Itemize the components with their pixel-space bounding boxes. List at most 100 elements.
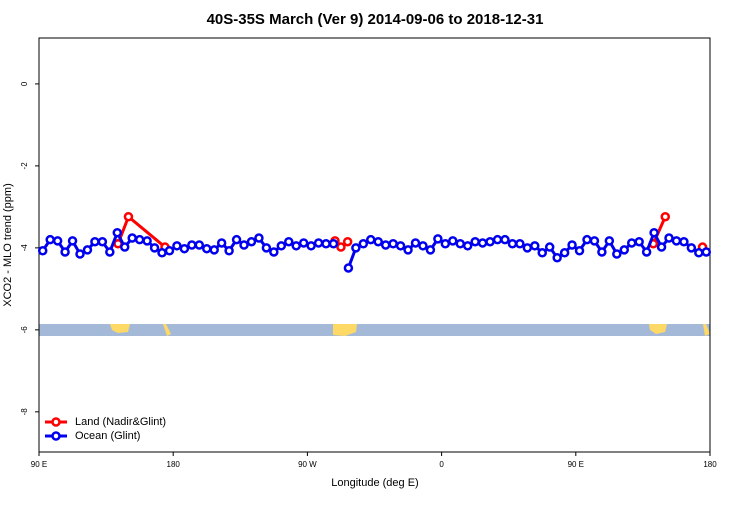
data-point: [395, 241, 406, 251]
data-point: [477, 238, 488, 248]
data-point: [425, 245, 436, 255]
land-patch: [163, 324, 171, 336]
data-point: [306, 241, 316, 251]
x-tick-label: 180: [703, 460, 717, 469]
data-point: [597, 247, 607, 257]
legend: Land (Nadir&Glint) Ocean (Glint): [45, 416, 166, 442]
data-point: [97, 236, 108, 247]
data-point: [313, 238, 324, 248]
x-tick-label: 90 E: [31, 460, 47, 469]
data-point: [507, 239, 518, 249]
data-point: [544, 242, 555, 252]
data-point: [388, 239, 398, 249]
data-point: [701, 247, 712, 257]
data-point: [284, 236, 294, 247]
y-tick-label: -4: [20, 244, 29, 252]
data-point: [671, 236, 682, 246]
legend-label: Ocean (Glint): [75, 430, 140, 442]
data-point: [343, 263, 354, 273]
data-point: [634, 236, 644, 247]
plot-frame: [38, 37, 711, 453]
data-point: [559, 248, 570, 258]
land-patch: [110, 324, 130, 333]
data-point: [612, 249, 622, 259]
data-point: [75, 249, 85, 259]
data-point: [246, 236, 257, 247]
data-point: [179, 243, 190, 254]
data-point: [522, 243, 533, 253]
data-point: [679, 236, 689, 247]
data-point: [342, 236, 353, 247]
data-point: [660, 211, 671, 222]
data-point: [462, 241, 473, 251]
data-point: [537, 248, 547, 258]
data-point: [187, 240, 197, 250]
data-point: [45, 234, 55, 245]
data-point: [202, 243, 212, 254]
ocean-strip: [39, 324, 710, 336]
data-point: [239, 240, 249, 250]
data-point: [604, 236, 615, 246]
data-point: [380, 240, 391, 250]
data-point: [403, 245, 413, 255]
data-point: [127, 233, 137, 243]
data-point: [291, 241, 301, 251]
data-point: [52, 236, 63, 246]
data-point: [351, 243, 361, 253]
data-point: [67, 236, 78, 246]
data-point: [492, 234, 503, 245]
x-tick-label: 90 E: [568, 460, 584, 469]
y-tick-label: -6: [20, 326, 29, 334]
data-point: [123, 211, 134, 222]
data-point: [37, 245, 48, 256]
data-point: [664, 233, 674, 243]
y-tick-label: -2: [20, 162, 29, 170]
data-point: [82, 245, 93, 255]
data-point: [589, 236, 600, 246]
data-point: [142, 236, 152, 246]
data-point: [619, 245, 630, 255]
data-point: [649, 227, 659, 238]
data-point: [641, 247, 652, 257]
data-point: [119, 242, 130, 252]
data-point: [164, 245, 175, 256]
data-point: [373, 236, 383, 247]
data-point: [276, 241, 287, 251]
data-point: [358, 239, 369, 249]
data-point: [410, 238, 421, 248]
data-point: [552, 252, 562, 263]
data-point: [321, 239, 331, 249]
data-point: [261, 243, 272, 253]
data-point: [194, 240, 205, 250]
data-point: [366, 234, 376, 245]
data-point: [336, 242, 346, 252]
data-point: [216, 238, 227, 248]
data-point: [269, 247, 279, 257]
data-point: [418, 241, 428, 251]
x-tick-label: 0: [439, 460, 444, 469]
x-tick-label: 90 W: [298, 460, 317, 469]
data-point: [656, 242, 667, 252]
data-point: [626, 238, 637, 248]
data-point: [298, 238, 309, 248]
legend-marker: [51, 417, 61, 427]
data-point: [455, 239, 465, 249]
data-point: [470, 236, 480, 247]
map-strip: [39, 324, 710, 336]
data-point: [433, 234, 443, 244]
data-point: [530, 241, 540, 251]
data-point: [485, 236, 495, 247]
land-patch: [703, 324, 710, 336]
chart-title: 40S-35S March (Ver 9) 2014-09-06 to 2018…: [207, 11, 544, 28]
data-point: [328, 239, 339, 249]
data-point: [694, 248, 704, 258]
data-point: [224, 245, 234, 256]
x-axis-label: Longitude (deg E): [331, 477, 418, 489]
data-point: [440, 239, 451, 249]
x-tick-label: 180: [167, 460, 181, 469]
data-point: [172, 241, 182, 251]
data-point: [134, 234, 145, 245]
legend-label: Land (Nadir&Glint): [75, 416, 166, 428]
data-point: [105, 247, 115, 257]
series-line: [651, 216, 667, 245]
